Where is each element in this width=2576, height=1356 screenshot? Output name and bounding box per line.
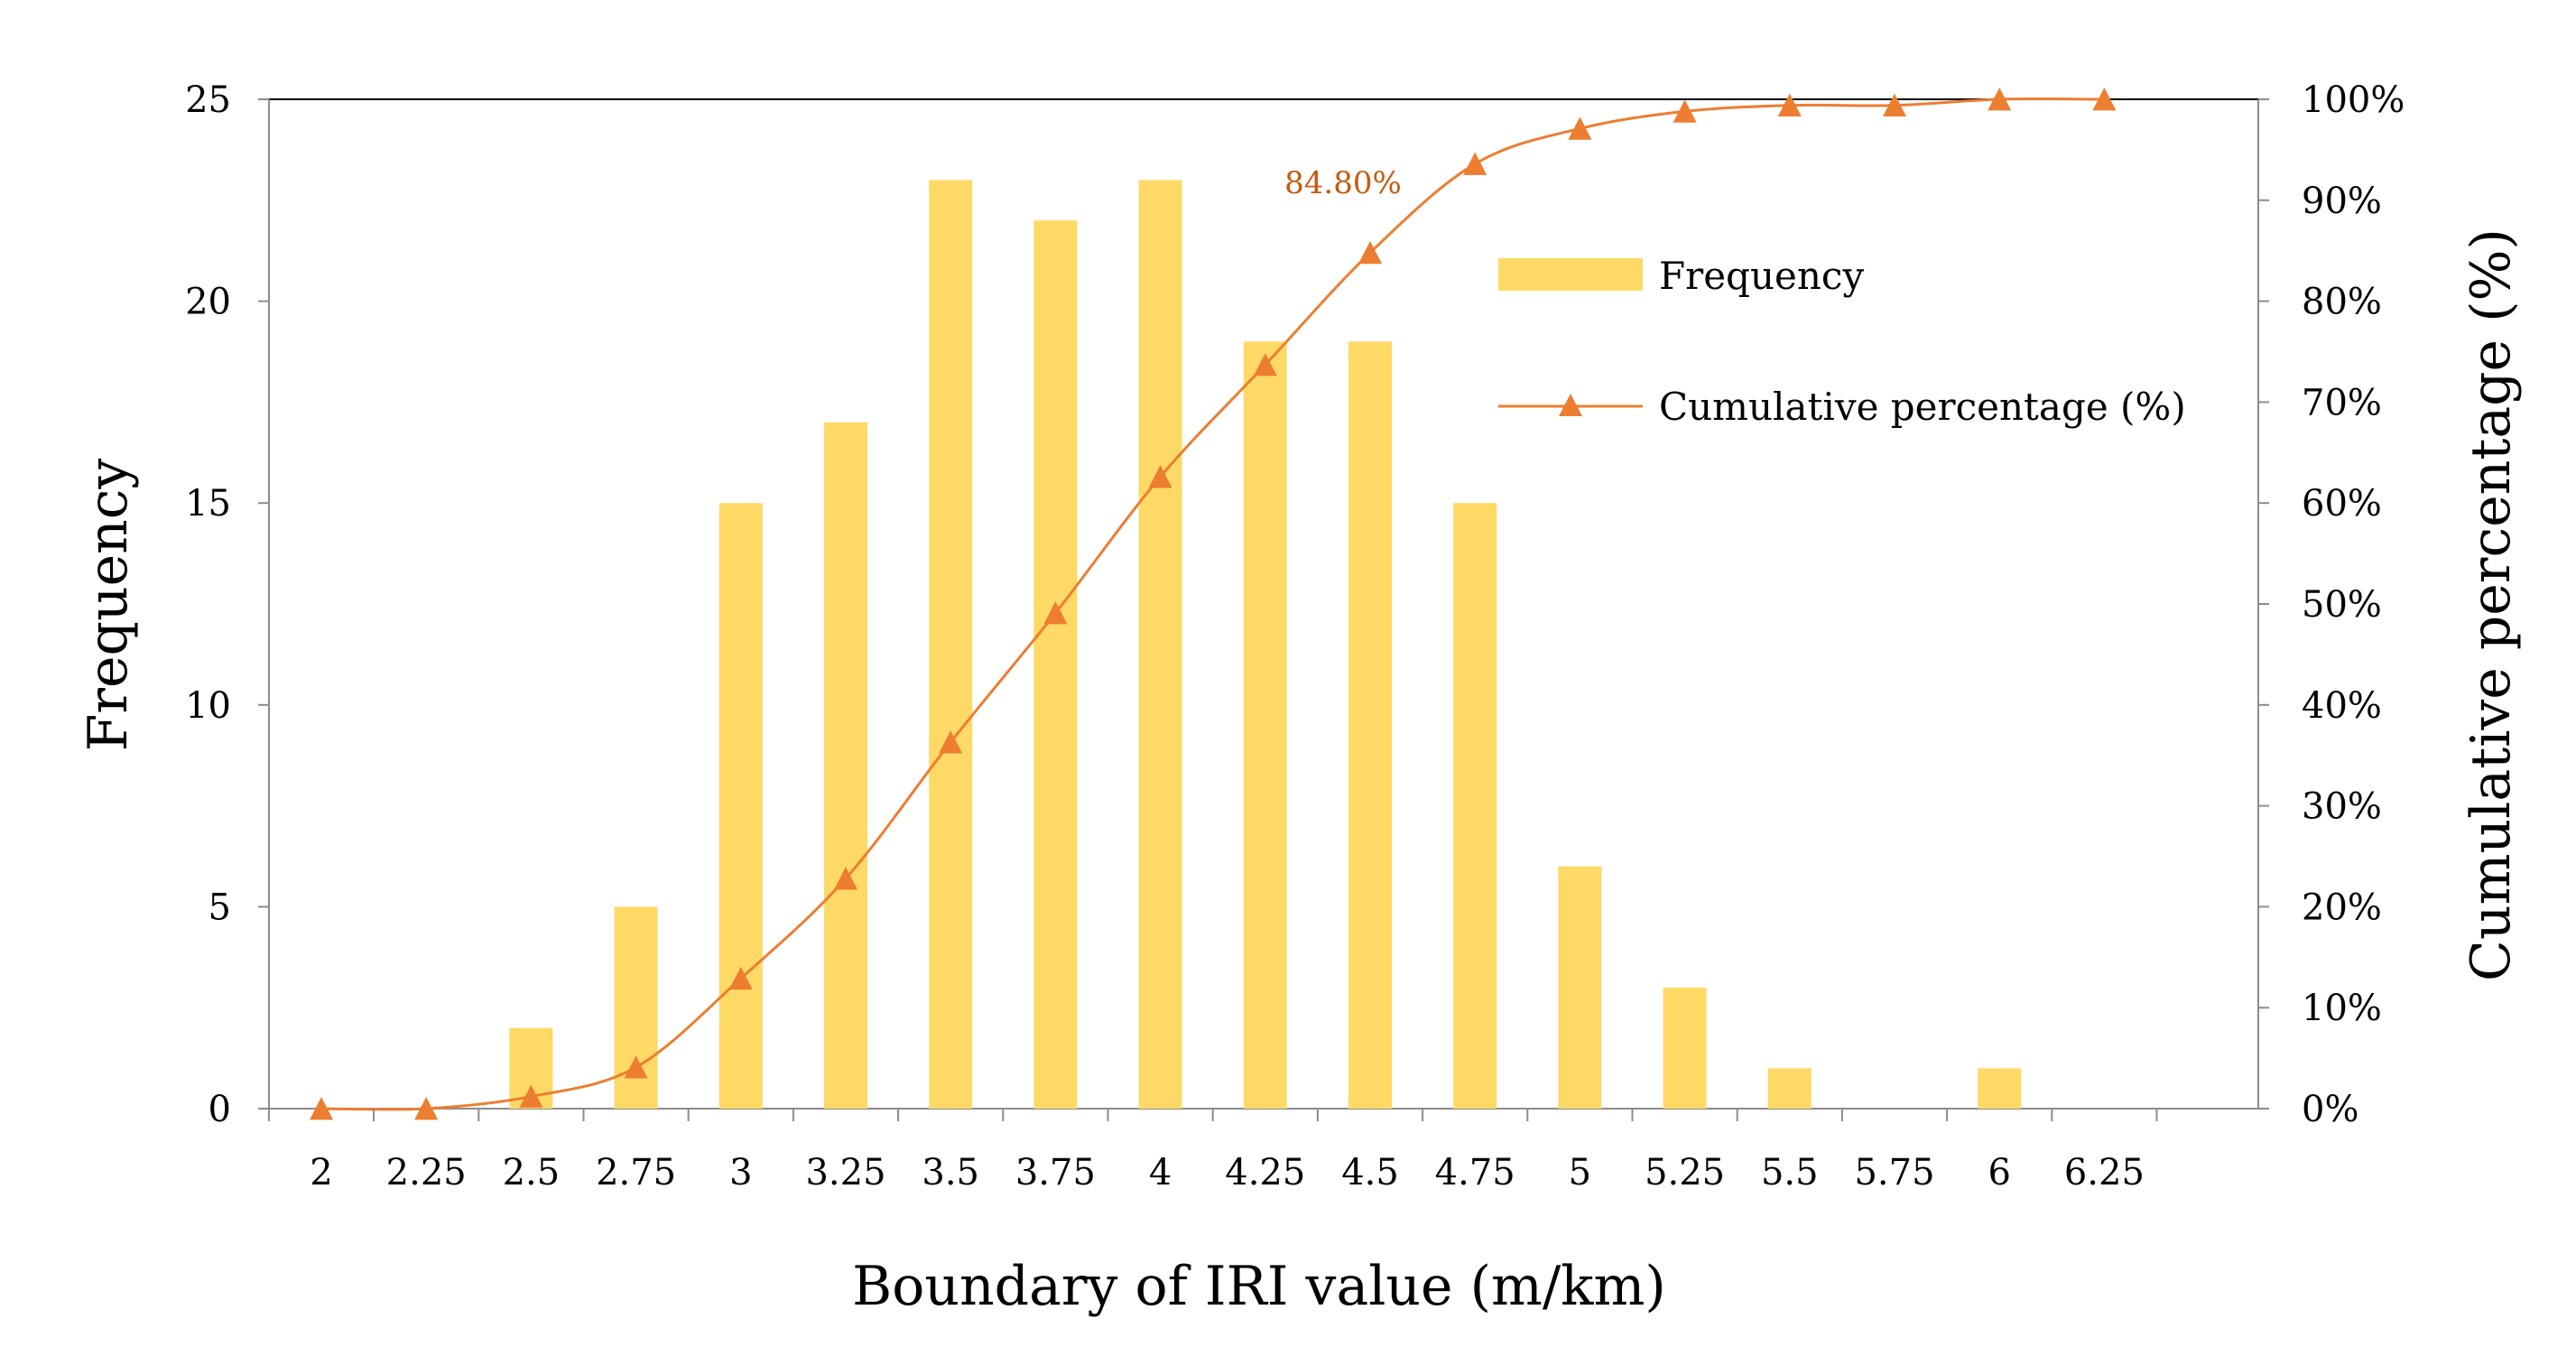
- cumulative-line-path: [320, 98, 2105, 1111]
- cumulative-marker-4.75: [1463, 152, 1487, 175]
- y2-axis-title: Cumulative percentage (%): [2460, 228, 2523, 981]
- x-tick-label-3.75: 3.75: [1015, 1152, 1096, 1193]
- x-tick-label-2.75: 2.75: [596, 1152, 676, 1193]
- annotation-label: 84.80%: [1284, 165, 1402, 201]
- bar-5.25: [1663, 987, 1707, 1109]
- legend-label-frequency: Frequency: [1659, 254, 1864, 298]
- bar-5: [1558, 866, 1602, 1109]
- x-tick-label-4.5: 4.5: [1341, 1152, 1399, 1193]
- cumulative-marker-5.25: [1673, 99, 1697, 123]
- cumulative-marker-6: [1988, 88, 2012, 111]
- x-tick-label-5: 5: [1569, 1152, 1591, 1193]
- y2-tick-label-0: 0%: [2302, 1089, 2358, 1130]
- y2-tick-label-40: 40%: [2302, 685, 2382, 727]
- x-tick-label-5.5: 5.5: [1761, 1152, 1819, 1193]
- x-tick-label-5.25: 5.25: [1645, 1152, 1725, 1193]
- cumulative-line: [310, 88, 2117, 1120]
- y2-tick-label-50: 50%: [2302, 584, 2382, 626]
- bar-3: [718, 503, 763, 1109]
- bar-4.75: [1453, 503, 1497, 1109]
- y-tick-label-25: 25: [185, 79, 231, 121]
- x-tick-label-6.25: 6.25: [2064, 1152, 2145, 1193]
- y2-tick-label-10: 10%: [2302, 988, 2382, 1029]
- left-axis-ticks: 0 5 10 15 20 25: [185, 79, 269, 1130]
- y2-tick-label-100: 100%: [2302, 79, 2405, 121]
- legend-label-cumulative: Cumulative percentage (%): [1659, 385, 2186, 429]
- x-tick-label-2.5: 2.5: [503, 1152, 561, 1193]
- cumulative-marker-4.25: [1253, 353, 1277, 376]
- y-axis-title: Frequency: [77, 459, 140, 752]
- x-tick-label-4.75: 4.75: [1435, 1152, 1515, 1193]
- cumulative-marker-2: [310, 1097, 333, 1120]
- cumulative-marker-3: [728, 966, 753, 990]
- x-tick-label-2: 2: [310, 1152, 332, 1193]
- x-tick-label-4: 4: [1149, 1152, 1172, 1193]
- bar-3.5: [929, 180, 973, 1110]
- cumulative-marker-5.75: [1883, 93, 1906, 117]
- cumulative-marker-2.25: [414, 1097, 439, 1120]
- cumulative-marker-4.5: [1358, 240, 1382, 265]
- y-tick-label-20: 20: [185, 282, 231, 323]
- y2-tick-label-30: 30%: [2302, 786, 2382, 828]
- x-tick-label-5.75: 5.75: [1854, 1152, 1934, 1193]
- y-tick-label-10: 10: [185, 685, 231, 727]
- cumulative-marker-6.25: [2092, 88, 2117, 111]
- cumulative-marker-5: [1568, 116, 1592, 140]
- x-tick-label-3.25: 3.25: [805, 1152, 885, 1193]
- x-tick-label-4.25: 4.25: [1225, 1152, 1305, 1193]
- y2-tick-label-20: 20%: [2302, 887, 2382, 928]
- x-tick-label-2.25: 2.25: [386, 1152, 467, 1193]
- legend: Frequency Cumulative percentage (%): [1498, 254, 2186, 429]
- y2-tick-label-90: 90%: [2302, 181, 2382, 222]
- cumulative-marker-5.5: [1777, 93, 1802, 117]
- x-axis-title: Boundary of IRI value (m/km): [852, 1255, 1666, 1318]
- bar-4.25: [1243, 341, 1287, 1109]
- bar-4: [1138, 180, 1182, 1110]
- y2-tick-label-80: 80%: [2302, 282, 2382, 323]
- frequency-bars: [509, 180, 2022, 1110]
- y-tick-label-5: 5: [208, 887, 231, 928]
- x-tick-label-3: 3: [729, 1152, 752, 1193]
- cumulative-marker-2.75: [624, 1055, 648, 1079]
- bar-3.75: [1033, 220, 1078, 1109]
- cumulative-marker-3.25: [834, 867, 857, 890]
- bar-5.5: [1767, 1068, 1812, 1109]
- legend-swatch-frequency: [1498, 258, 1643, 291]
- y-tick-label-15: 15: [185, 483, 231, 525]
- cumulative-marker-2.5: [519, 1084, 543, 1108]
- y-tick-label-0: 0: [208, 1089, 231, 1130]
- y2-tick-label-70: 70%: [2302, 382, 2382, 423]
- plot-area: [268, 98, 2259, 1110]
- bar-3.25: [824, 422, 867, 1109]
- bar-4.5: [1348, 341, 1392, 1109]
- bar-6: [1978, 1068, 2022, 1109]
- cumulative-marker-4: [1148, 465, 1172, 488]
- y2-tick-label-60: 60%: [2302, 483, 2382, 525]
- x-axis-ticks: 2 2.25 2.5 2.75 3 3.25 3.5 3.75 4 4.25 4.5 4.75 5 5.2…: [267, 1109, 2158, 1193]
- legend-swatch-cumulative-marker: [1559, 394, 1582, 416]
- x-tick-label-3.5: 3.5: [922, 1152, 979, 1193]
- cumulative-marker-3.5: [939, 730, 963, 754]
- cumulative-marker-3.75: [1043, 601, 1068, 625]
- right-axis-ticks: 0% 10% 20% 30% 40% 50% 60% 70% 80% 90% 100%: [2258, 79, 2405, 1130]
- x-tick-label-6: 6: [1988, 1152, 2010, 1193]
